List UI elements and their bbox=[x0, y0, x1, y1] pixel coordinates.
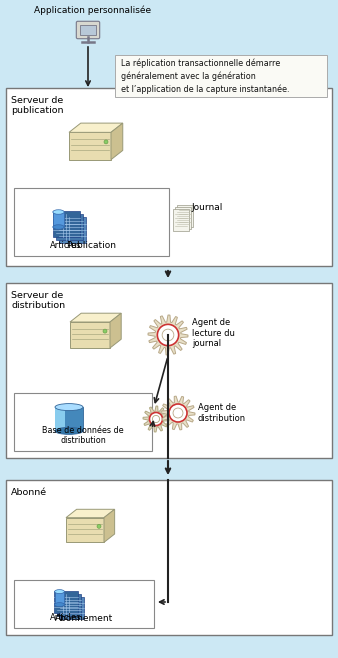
Polygon shape bbox=[161, 396, 195, 430]
FancyBboxPatch shape bbox=[177, 205, 193, 226]
Text: Articles: Articles bbox=[50, 613, 82, 622]
Ellipse shape bbox=[54, 603, 65, 607]
FancyBboxPatch shape bbox=[66, 518, 104, 542]
FancyBboxPatch shape bbox=[14, 393, 152, 451]
FancyBboxPatch shape bbox=[57, 594, 81, 616]
Text: Base de données de
distribution: Base de données de distribution bbox=[42, 426, 124, 445]
Polygon shape bbox=[46, 168, 122, 214]
Ellipse shape bbox=[53, 225, 64, 229]
FancyBboxPatch shape bbox=[6, 480, 332, 635]
FancyBboxPatch shape bbox=[175, 207, 191, 228]
Circle shape bbox=[169, 404, 187, 422]
Text: Abonné: Abonné bbox=[11, 488, 47, 497]
Polygon shape bbox=[110, 313, 121, 348]
FancyBboxPatch shape bbox=[52, 211, 79, 237]
Circle shape bbox=[149, 413, 163, 426]
Circle shape bbox=[104, 140, 108, 144]
FancyBboxPatch shape bbox=[54, 592, 65, 605]
FancyBboxPatch shape bbox=[6, 88, 332, 266]
Polygon shape bbox=[69, 123, 123, 132]
FancyBboxPatch shape bbox=[55, 407, 83, 431]
FancyBboxPatch shape bbox=[14, 580, 154, 628]
Circle shape bbox=[97, 524, 101, 528]
FancyBboxPatch shape bbox=[173, 209, 189, 230]
Ellipse shape bbox=[54, 590, 65, 594]
Ellipse shape bbox=[55, 428, 83, 434]
Polygon shape bbox=[143, 406, 169, 432]
Text: Serveur de
publication: Serveur de publication bbox=[11, 96, 64, 115]
FancyBboxPatch shape bbox=[58, 217, 86, 243]
FancyBboxPatch shape bbox=[53, 212, 64, 227]
FancyBboxPatch shape bbox=[14, 188, 169, 256]
Text: Serveur de
distribution: Serveur de distribution bbox=[11, 291, 65, 311]
FancyBboxPatch shape bbox=[76, 21, 100, 39]
Circle shape bbox=[173, 408, 183, 418]
Ellipse shape bbox=[53, 210, 64, 215]
Circle shape bbox=[162, 329, 174, 341]
FancyBboxPatch shape bbox=[60, 597, 84, 619]
Ellipse shape bbox=[55, 403, 83, 411]
Polygon shape bbox=[49, 549, 113, 586]
Circle shape bbox=[158, 324, 179, 345]
FancyBboxPatch shape bbox=[115, 55, 327, 97]
FancyBboxPatch shape bbox=[70, 322, 110, 348]
Text: Agent de
lecture du
journal: Agent de lecture du journal bbox=[192, 318, 235, 348]
Polygon shape bbox=[148, 315, 188, 355]
Polygon shape bbox=[50, 355, 120, 395]
Circle shape bbox=[152, 415, 160, 422]
FancyBboxPatch shape bbox=[69, 132, 111, 160]
FancyBboxPatch shape bbox=[80, 25, 96, 35]
Text: Application personnalisée: Application personnalisée bbox=[34, 5, 151, 14]
Circle shape bbox=[103, 329, 107, 333]
FancyBboxPatch shape bbox=[6, 283, 332, 458]
Text: Agent de
distribution: Agent de distribution bbox=[198, 403, 246, 422]
Text: Articles: Articles bbox=[50, 241, 82, 249]
Text: La réplication transactionnelle démarre
généralement avec la génération
et l’app: La réplication transactionnelle démarre … bbox=[121, 58, 290, 94]
Polygon shape bbox=[104, 509, 115, 542]
Polygon shape bbox=[70, 313, 121, 322]
FancyBboxPatch shape bbox=[55, 407, 65, 431]
Text: Journal: Journal bbox=[191, 203, 222, 213]
FancyBboxPatch shape bbox=[55, 215, 82, 240]
Polygon shape bbox=[66, 509, 115, 518]
Polygon shape bbox=[111, 123, 123, 160]
Text: Abonnement: Abonnement bbox=[55, 614, 113, 623]
FancyBboxPatch shape bbox=[54, 591, 78, 613]
Text: Publication: Publication bbox=[67, 241, 117, 250]
